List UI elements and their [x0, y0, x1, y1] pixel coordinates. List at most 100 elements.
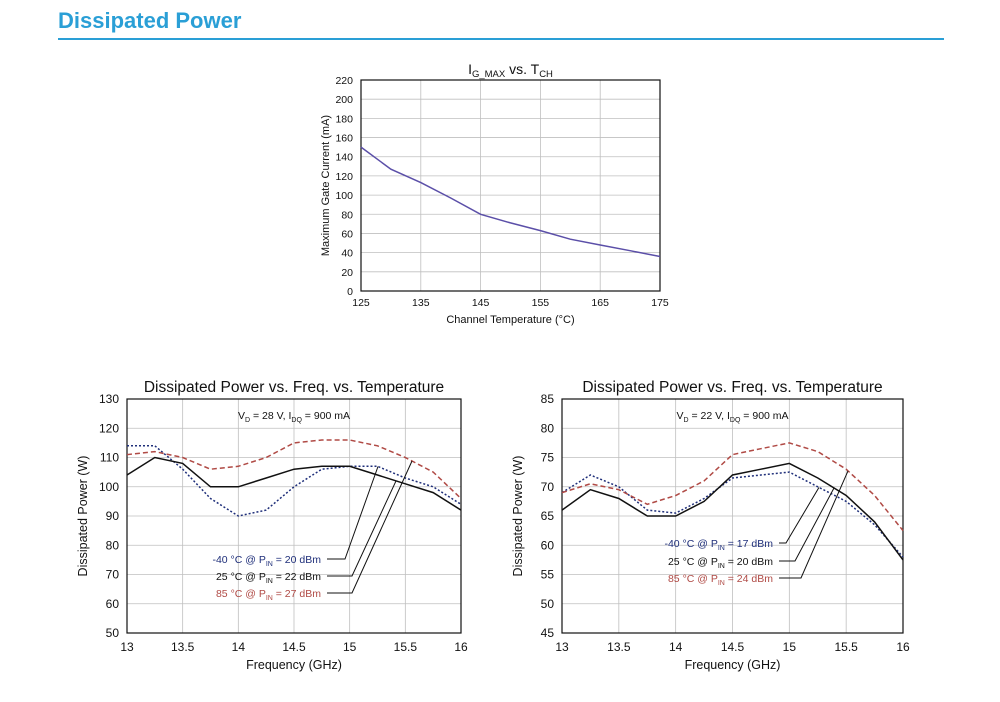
series-line — [127, 445, 462, 517]
y-axis-label: Dissipated Power (W) — [511, 456, 525, 577]
x-tick-label: 16 — [454, 640, 468, 654]
legend-leader-line — [779, 487, 820, 544]
test-conditions-part: = 900 mA — [740, 410, 788, 422]
y-axis-label: Maximum Gate Current (mA) — [320, 115, 332, 256]
y-tick-label: 70 — [106, 568, 120, 582]
plot-frame — [126, 398, 462, 634]
x-tick-label: 14 — [232, 640, 246, 654]
y-tick-label: 80 — [106, 538, 120, 552]
y-tick-label: 160 — [335, 133, 353, 145]
y-tick-label: 220 — [335, 75, 353, 87]
y-tick-label: 0 — [347, 286, 353, 298]
x-tick-label: 145 — [472, 297, 490, 309]
y-tick-label: 55 — [541, 568, 555, 582]
y-tick-label: 45 — [541, 626, 555, 640]
legend-label-subscript: IN — [718, 580, 725, 587]
y-tick-label: 180 — [335, 113, 353, 125]
y-tick-label: 60 — [341, 228, 353, 240]
chart-3: 13 13.5 14 14.5 15 15.5 16 45 50 55 60 65 70 75 80 85 Fr… — [511, 379, 910, 672]
legend-label: -40 °C @ PIN = 17 dBm — [664, 538, 773, 552]
legend-leader-line — [779, 470, 849, 579]
x-tick-label: 13 — [120, 640, 134, 654]
y-tick-label: 80 — [541, 421, 555, 435]
legend-label: 25 °C @ PIN = 22 dBm — [216, 571, 321, 585]
y-tick-label: 100 — [335, 190, 353, 202]
legend-label: -40 °C @ PIN = 20 dBm — [212, 554, 321, 568]
plot-frame — [561, 398, 904, 634]
legend-label-part: = 22 dBm — [273, 571, 321, 583]
legend-label-part: 25 °C @ P — [668, 556, 718, 568]
legend-leader-line — [779, 487, 835, 562]
y-tick-label: 140 — [335, 152, 353, 164]
legend-leader-line — [327, 480, 397, 577]
x-tick-label: 175 — [651, 297, 669, 309]
x-tick-label: 135 — [412, 297, 430, 309]
x-tick-label: 13.5 — [607, 640, 631, 654]
y-tick-label: 120 — [99, 421, 119, 435]
x-tick-label: 15.5 — [394, 640, 418, 654]
x-tick-label: 14.5 — [721, 640, 745, 654]
page-title: Dissipated Power — [58, 8, 242, 33]
y-tick-label: 90 — [106, 509, 120, 523]
x-tick-label: 13 — [555, 640, 569, 654]
legend-label-part: = 20 dBm — [725, 556, 773, 568]
series-line — [360, 146, 661, 258]
legend-leader-line — [327, 466, 379, 560]
legend-label-part: = 24 dBm — [725, 573, 773, 585]
y-tick-label: 100 — [99, 480, 119, 494]
y-tick-label: 60 — [541, 538, 555, 552]
x-axis-label: Channel Temperature (°C) — [446, 314, 574, 326]
title-divider — [58, 38, 944, 40]
chart-title: Dissipated Power vs. Freq. vs. Temperatu… — [582, 379, 882, 396]
legend-label-part: 85 °C @ P — [668, 573, 718, 585]
x-tick-label: 15 — [343, 640, 357, 654]
y-axis-label: Dissipated Power (W) — [76, 456, 90, 577]
series-line — [561, 442, 904, 532]
legend-label-part: 85 °C @ P — [216, 588, 266, 600]
x-tick-label: 125 — [352, 297, 370, 309]
test-conditions-part: V — [676, 410, 683, 422]
x-tick-label: 15.5 — [834, 640, 858, 654]
y-tick-label: 50 — [541, 597, 555, 611]
test-conditions-subscript: D — [245, 417, 250, 424]
y-tick-label: 80 — [341, 209, 353, 221]
legend-label-subscript: IN — [718, 545, 725, 552]
x-tick-label: 14.5 — [282, 640, 306, 654]
x-tick-label: 14 — [669, 640, 683, 654]
x-axis-label: Frequency (GHz) — [685, 658, 781, 672]
x-tick-label: 165 — [591, 297, 609, 309]
chart-title-subscript: CH — [539, 69, 553, 80]
y-tick-label: 130 — [99, 392, 119, 406]
x-tick-label: 15 — [783, 640, 797, 654]
test-conditions-part: = 22 V, I — [689, 410, 730, 422]
test-conditions-part: V — [238, 410, 245, 422]
legend-label: 25 °C @ PIN = 20 dBm — [668, 556, 773, 570]
x-tick-label: 155 — [532, 297, 550, 309]
series-line — [126, 439, 462, 500]
test-conditions: VD = 22 V, IDQ = 900 mA — [676, 410, 788, 424]
chart-title: IG_MAX vs. TCH — [468, 61, 553, 80]
chart-1: 125 135 145 155 165 175 0 20 40 60 80 100 120 140 160 1… — [320, 61, 669, 326]
legend-label-subscript: IN — [266, 561, 273, 568]
x-tick-label: 16 — [896, 640, 910, 654]
series-line — [561, 471, 904, 558]
test-conditions-part: = 28 V, I — [250, 410, 291, 422]
legend-label-part: 25 °C @ P — [216, 571, 266, 583]
y-tick-label: 65 — [541, 509, 555, 523]
series-line — [561, 462, 904, 561]
y-tick-label: 85 — [541, 392, 555, 406]
x-axis-label: Frequency (GHz) — [246, 658, 342, 672]
legend-label-subscript: IN — [266, 578, 273, 585]
chart-title-part: vs. T — [505, 61, 539, 77]
legend-label-subscript: IN — [718, 563, 725, 570]
x-tick-label: 13.5 — [171, 640, 195, 654]
chart-title-subscript: G_MAX — [472, 69, 506, 80]
y-tick-label: 70 — [541, 480, 555, 494]
test-conditions-subscript: DQ — [291, 417, 302, 424]
y-tick-label: 75 — [541, 451, 555, 465]
chart-title: Dissipated Power vs. Freq. vs. Temperatu… — [144, 379, 444, 396]
test-conditions: VD = 28 V, IDQ = 900 mA — [238, 410, 350, 424]
series-line — [126, 456, 462, 511]
y-tick-label: 20 — [341, 267, 353, 279]
test-conditions-part: = 900 mA — [302, 410, 350, 422]
